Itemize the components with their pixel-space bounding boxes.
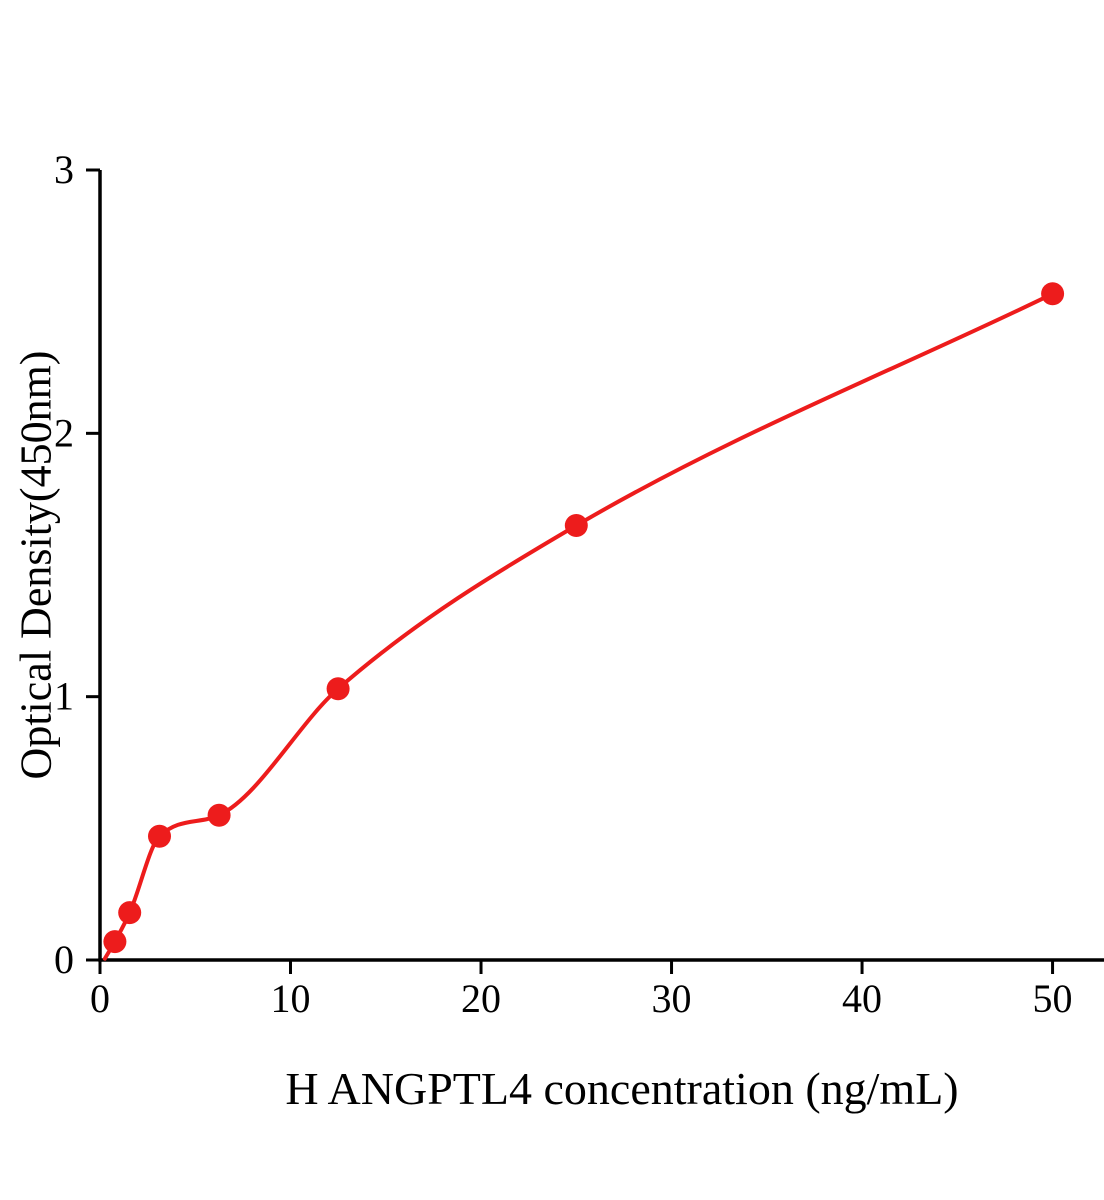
data-point [564, 514, 588, 537]
x-tick-label: 0 [90, 976, 110, 1021]
data-point [1041, 282, 1065, 306]
x-tick-label: 40 [842, 976, 882, 1021]
x-axis-label: H ANGPTL4 concentration (ng/mL) [285, 1063, 959, 1114]
y-axis-label: Optical Density(450nm) [11, 350, 61, 780]
data-point [118, 901, 142, 925]
x-tick-label: 30 [652, 976, 692, 1021]
fitted-curve [102, 291, 1055, 961]
data-point [148, 824, 171, 848]
y-tick-label: 0 [54, 937, 74, 982]
y-tick-label: 1 [54, 674, 74, 719]
x-tick-label: 10 [271, 976, 311, 1021]
data-point [326, 677, 350, 701]
y-tick-label: 2 [54, 410, 74, 455]
data-point [103, 930, 127, 954]
y-tick-label: 3 [54, 147, 74, 192]
data-point [207, 803, 231, 827]
x-tick-label: 20 [461, 976, 501, 1021]
x-tick-label: 50 [1033, 976, 1073, 1021]
